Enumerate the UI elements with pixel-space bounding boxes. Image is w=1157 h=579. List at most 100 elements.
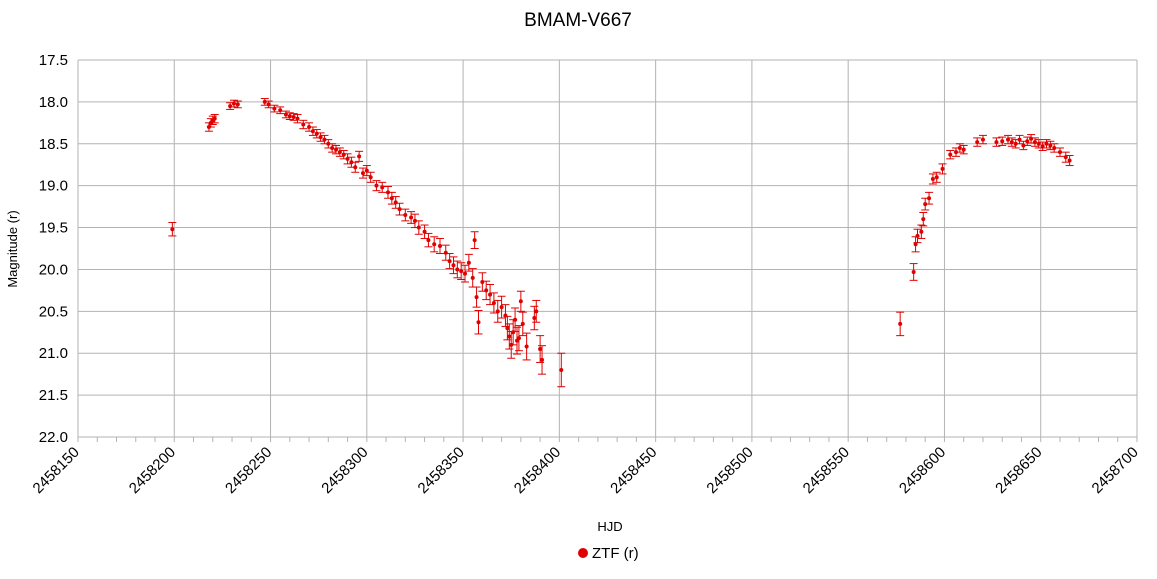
data-point: [447, 259, 452, 264]
x-tick-labels: 2458150 2458200 2458250 2458300 2458350 24584…: [30, 444, 1142, 497]
data-point: [416, 225, 421, 230]
data-point: [488, 292, 493, 297]
grid-lines: [77, 59, 1138, 438]
data-point: [314, 131, 319, 136]
data-point: [231, 101, 236, 106]
data-point: [345, 156, 350, 161]
data-point: [455, 267, 460, 272]
data-point: [272, 106, 277, 111]
data-point: [397, 207, 402, 212]
data-point: [1048, 143, 1053, 148]
data-point: [385, 190, 390, 195]
data-point: [1036, 141, 1041, 146]
y-tick-label: 17.5: [39, 52, 68, 69]
x-tick-label: 2458150: [30, 444, 83, 497]
data-point: [1009, 140, 1014, 145]
data-point: [518, 299, 523, 304]
data-point: [307, 125, 312, 130]
data-point: [911, 269, 916, 274]
x-tick-label: 2458500: [703, 444, 756, 497]
data-point: [511, 330, 516, 335]
data-point: [1063, 155, 1068, 160]
data-point: [509, 342, 514, 347]
data-point: [337, 150, 342, 155]
y-tick-label: 22.0: [39, 429, 68, 446]
axes: [77, 60, 1138, 442]
data-point: [915, 233, 920, 238]
data-point: [409, 215, 414, 220]
data-point: [559, 367, 564, 372]
data-point: [930, 176, 935, 181]
data-point: [403, 212, 408, 217]
y-tick-label: 20.0: [39, 261, 68, 278]
x-tick-label: 2458600: [896, 444, 949, 497]
data-point: [534, 309, 539, 314]
data-point: [520, 321, 525, 326]
data-point: [360, 171, 365, 176]
data-point: [975, 140, 980, 145]
x-tick-label: 2458400: [511, 444, 564, 497]
data-point: [364, 168, 369, 173]
y-tick-label: 19.5: [39, 220, 68, 237]
data-point: [1067, 158, 1072, 163]
data-point: [495, 309, 500, 314]
data-point: [330, 145, 335, 150]
data-point: [921, 217, 926, 222]
data-point: [341, 152, 346, 157]
data-point: [516, 336, 521, 341]
data-point: [484, 288, 489, 293]
x-tick-label: 2458450: [607, 444, 660, 497]
x-tick-label: 2458650: [992, 444, 1045, 497]
data-point: [426, 238, 431, 243]
data-point: [538, 347, 543, 352]
data-point: [994, 140, 999, 145]
data-point: [934, 175, 939, 180]
data-point: [437, 243, 442, 248]
data-point: [349, 160, 354, 165]
data-point: [957, 145, 962, 150]
data-point: [1025, 139, 1030, 144]
data-point: [170, 227, 175, 232]
data-point: [913, 242, 918, 247]
data-point: [266, 102, 271, 107]
data-point: [443, 250, 448, 255]
data-point: [374, 183, 379, 188]
y-tick-label: 18.5: [39, 136, 68, 153]
data-point: [380, 185, 385, 190]
data-point: [235, 102, 240, 107]
data-point: [476, 320, 481, 325]
x-tick-label: 2458250: [222, 444, 275, 497]
data-point: [470, 275, 475, 280]
data-point: [491, 300, 496, 305]
data-point: [1044, 141, 1049, 146]
x-tick-label: 2458200: [126, 444, 179, 497]
data-point: [357, 154, 362, 159]
x-tick-label: 2458350: [415, 444, 468, 497]
legend-label: ZTF (r): [592, 545, 639, 562]
data-point: [513, 317, 518, 322]
data-points: [170, 99, 1072, 372]
data-point: [1000, 139, 1005, 144]
data-point: [1057, 150, 1062, 155]
data-point: [480, 280, 485, 285]
data-point: [1005, 137, 1010, 142]
data-point: [412, 218, 417, 223]
data-point: [463, 271, 468, 276]
data-point: [940, 166, 945, 171]
x-tick-label: 2458300: [318, 444, 371, 497]
data-point: [291, 114, 296, 119]
y-axis-title: Magnitude (r): [5, 210, 20, 287]
legend-marker-icon: [578, 548, 588, 558]
data-point: [954, 150, 959, 155]
error-bars: [168, 98, 1074, 388]
y-tick-label: 21.0: [39, 345, 68, 362]
data-point: [524, 344, 529, 349]
data-point: [1017, 137, 1022, 142]
data-point: [353, 165, 358, 170]
data-point: [540, 357, 545, 362]
data-point: [505, 326, 510, 331]
data-point: [466, 260, 471, 265]
data-point: [287, 114, 292, 119]
y-tick-labels: 17.5 18.0 18.5 19.0 19.5 20.0 20.5 21.0 21.5 22.0: [39, 52, 68, 446]
data-point: [923, 202, 928, 207]
